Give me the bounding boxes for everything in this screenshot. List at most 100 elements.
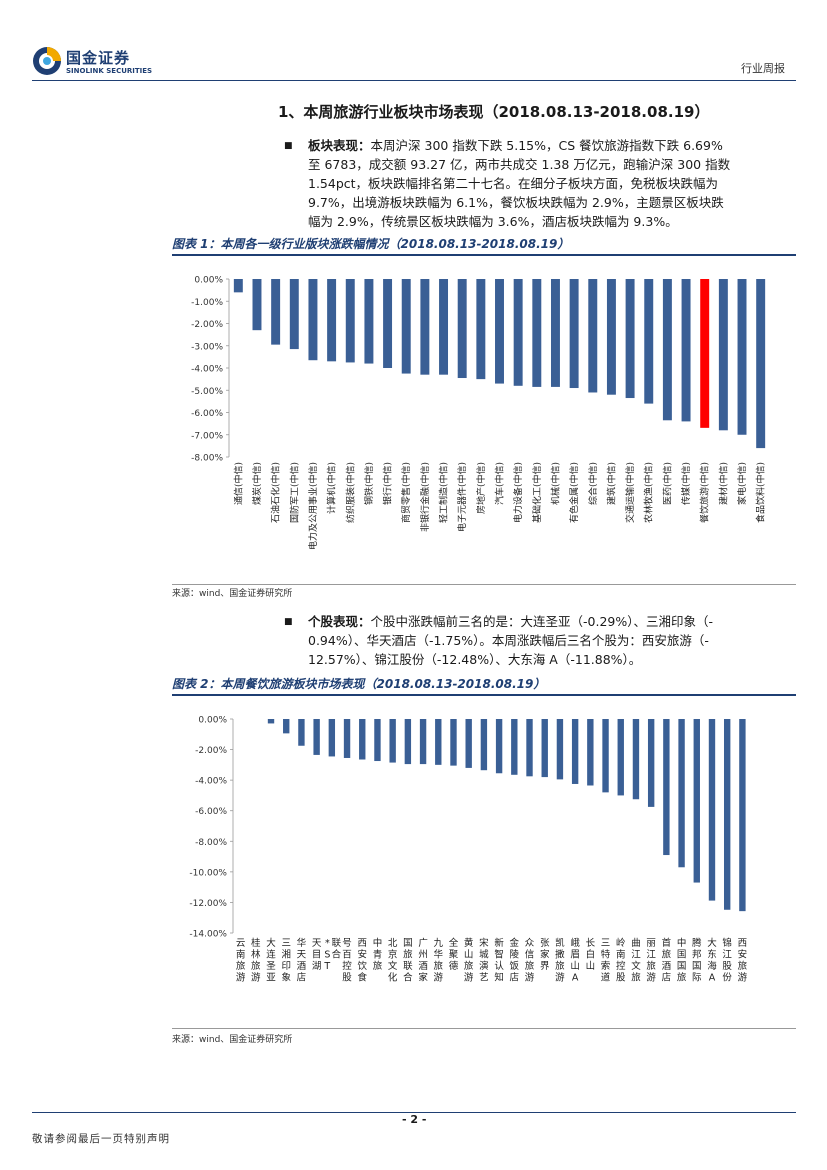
x-tick-label: 众信旅游 [525, 938, 535, 984]
bar-商贸零售(中信) [401, 279, 411, 374]
sector-performance-paragraph: 板块表现：本周沪深 300 指数下跌 5.15%，CS 餐饮旅游指数下跌 6.6… [308, 136, 798, 231]
header-divider [32, 80, 796, 81]
bar-餐饮旅游(中信) [700, 279, 710, 428]
x-tick-label: 中国国旅 [677, 937, 687, 984]
bar-机械(中信) [550, 279, 560, 387]
logo-text-en: SINOLINK SECURITIES [66, 67, 153, 75]
x-tick-label: 非银行金融(中信) [419, 462, 431, 532]
x-tick-label: 三特索道 [601, 938, 611, 984]
company-logo: 国金证券 SINOLINK SECURITIES [32, 46, 157, 80]
bar-煤炭(中信) [252, 279, 262, 331]
x-tick-label: 电力设备(中信) [512, 462, 524, 523]
bar-电力及公用事业(中信) [308, 279, 318, 361]
y-tick-label: -12.00% [189, 899, 227, 909]
bullet-icon: ■ [284, 617, 293, 627]
x-tick-label: 食品饮料(中信) [755, 462, 767, 523]
bar-广州酒家 [419, 719, 427, 765]
para1-line-1-text: 本周沪深 300 指数下跌 5.15%，CS 餐饮旅游指数下跌 6.69% [370, 138, 723, 153]
x-tick-label: 天目湖 [312, 938, 322, 972]
bar-中国国旅 [678, 719, 685, 868]
para1-line-2: 至 6783，成交额 93.27 亿，两市共成交 1.38 万亿元，跑输沪深 3… [308, 157, 731, 172]
page-number: - 2 - [402, 1113, 427, 1126]
bar-电子元器件(中信) [457, 279, 467, 379]
bar-锦江股份 [723, 719, 731, 910]
y-tick-label: -2.00% [195, 746, 227, 756]
para2-line-1-text: 个股中涨跌幅前三名的是：大连圣亚（-0.29%）、三湘印象（- [370, 614, 713, 629]
bar-黄山旅游 [465, 719, 472, 768]
y-tick-label: -4.00% [191, 365, 223, 375]
x-tick-label: 煤炭(中信) [251, 462, 263, 505]
bar-大东海A [708, 719, 716, 901]
bar-石油石化(中信) [271, 279, 281, 345]
x-tick-label: 国防军工(中信) [288, 462, 300, 523]
figure1-source: 来源：wind、国金证券研究所 [172, 589, 293, 599]
bar-综合(中信) [588, 279, 598, 393]
section-title: 1、本周旅游行业板块市场表现（2018.08.13-2018.08.19） [278, 103, 710, 121]
bar-房地产(中信) [476, 279, 486, 380]
x-tick-label: 轻工制造(中信) [438, 462, 450, 523]
y-tick-label: -10.00% [189, 868, 227, 878]
y-tick-label: -8.00% [195, 838, 227, 848]
bar-众信旅游 [526, 719, 533, 777]
y-tick-label: 0.00% [194, 276, 223, 286]
logo-mark-icon [33, 47, 61, 75]
x-tick-label: 银行(中信) [382, 462, 394, 505]
bar-食品饮料(中信) [756, 279, 766, 449]
x-tick-label: 宋城演艺 [479, 937, 489, 984]
bar-传媒(中信) [681, 279, 691, 422]
x-tick-label: 医药(中信) [661, 462, 673, 505]
x-tick-label: 电子元器件(中信) [456, 462, 468, 532]
bar-电力设备(中信) [513, 279, 523, 386]
bar-西安饮食 [359, 719, 366, 760]
bar-西安旅游 [739, 719, 746, 912]
figure2-frame: 0.00% -2.00% -4.00% -6.00% -8.00% -10.00% -12.… [172, 694, 796, 1029]
footer-divider [32, 1112, 796, 1113]
y-tick-label: 0.00% [198, 716, 227, 726]
bar-全聚德 [450, 719, 457, 766]
x-tick-label: 首旅酒店 [662, 937, 672, 984]
bar-号百控股 [343, 719, 351, 758]
bar-华天酒店 [298, 719, 305, 746]
x-tick-label: 传媒(中信) [680, 462, 692, 505]
figure2-chart: 0.00% -2.00% -4.00% -6.00% -8.00% -10.00% -12.… [189, 716, 747, 984]
x-tick-label: 国旅联合 [403, 938, 413, 984]
x-tick-label: 基础化工(中信) [531, 462, 543, 523]
x-tick-label: 峨眉山 A [570, 937, 580, 984]
y-tick-label: -2.00% [191, 320, 223, 330]
x-tick-label: 交通运输(中信) [624, 462, 636, 523]
bar-计算机(中信) [327, 279, 337, 362]
bar-非银行金融(中信) [420, 279, 430, 375]
x-tick-label: 岭南控股 [616, 937, 626, 984]
bar-轻工制造(中信) [439, 279, 449, 375]
stock-performance-paragraph: 个股表现：个股中涨跌幅前三名的是：大连圣亚（-0.29%）、三湘印象（- 0.9… [308, 612, 798, 669]
bar-建材(中信) [718, 279, 728, 431]
x-tick-label: 综合(中信) [587, 462, 599, 505]
x-tick-label: 大连圣亚 [266, 937, 276, 984]
x-tick-label: 商贸零售(中信) [400, 462, 412, 523]
x-tick-label: 大东海 A [707, 937, 717, 984]
bar-钢铁(中信) [364, 279, 374, 364]
bar-基础化工(中信) [532, 279, 542, 387]
x-tick-label: 广州酒家 [418, 937, 428, 984]
bar-国防军工(中信) [289, 279, 299, 350]
bar-三湘印象 [283, 719, 290, 734]
report-type-label: 行业周报 [741, 62, 785, 75]
para2-line-3: 12.57%）、锦江股份（-12.48%）、大东海 A（-11.88%）。 [308, 652, 642, 667]
x-tick-label: 三湘印象 [281, 938, 291, 984]
logo-text-cn: 国金证券 [66, 49, 131, 67]
y-tick-label: -7.00% [191, 431, 223, 441]
bar-汽车(中信) [495, 279, 504, 384]
x-tick-label: 华天酒店 [297, 937, 307, 984]
x-tick-label: 北京文化 [388, 938, 398, 984]
x-tick-label: 纺织服装(中信) [344, 462, 356, 523]
figure1-chart: 0.00% -1.00% -2.00% -3.00% -4.00% -5.00% -6.00… [191, 276, 767, 551]
x-tick-label: 农林牧渔(中信) [643, 462, 655, 523]
x-tick-label: 新智认知 [494, 937, 504, 984]
bar-三特索道 [602, 719, 609, 793]
bullet-icon: ■ [284, 141, 293, 151]
bar-纺织服装(中信) [345, 279, 355, 363]
bar-曲江文旅 [632, 719, 640, 800]
x-tick-label: 石油石化(中信) [270, 462, 282, 523]
y-tick-label: -5.00% [191, 387, 223, 397]
bar-医药(中信) [662, 279, 672, 421]
